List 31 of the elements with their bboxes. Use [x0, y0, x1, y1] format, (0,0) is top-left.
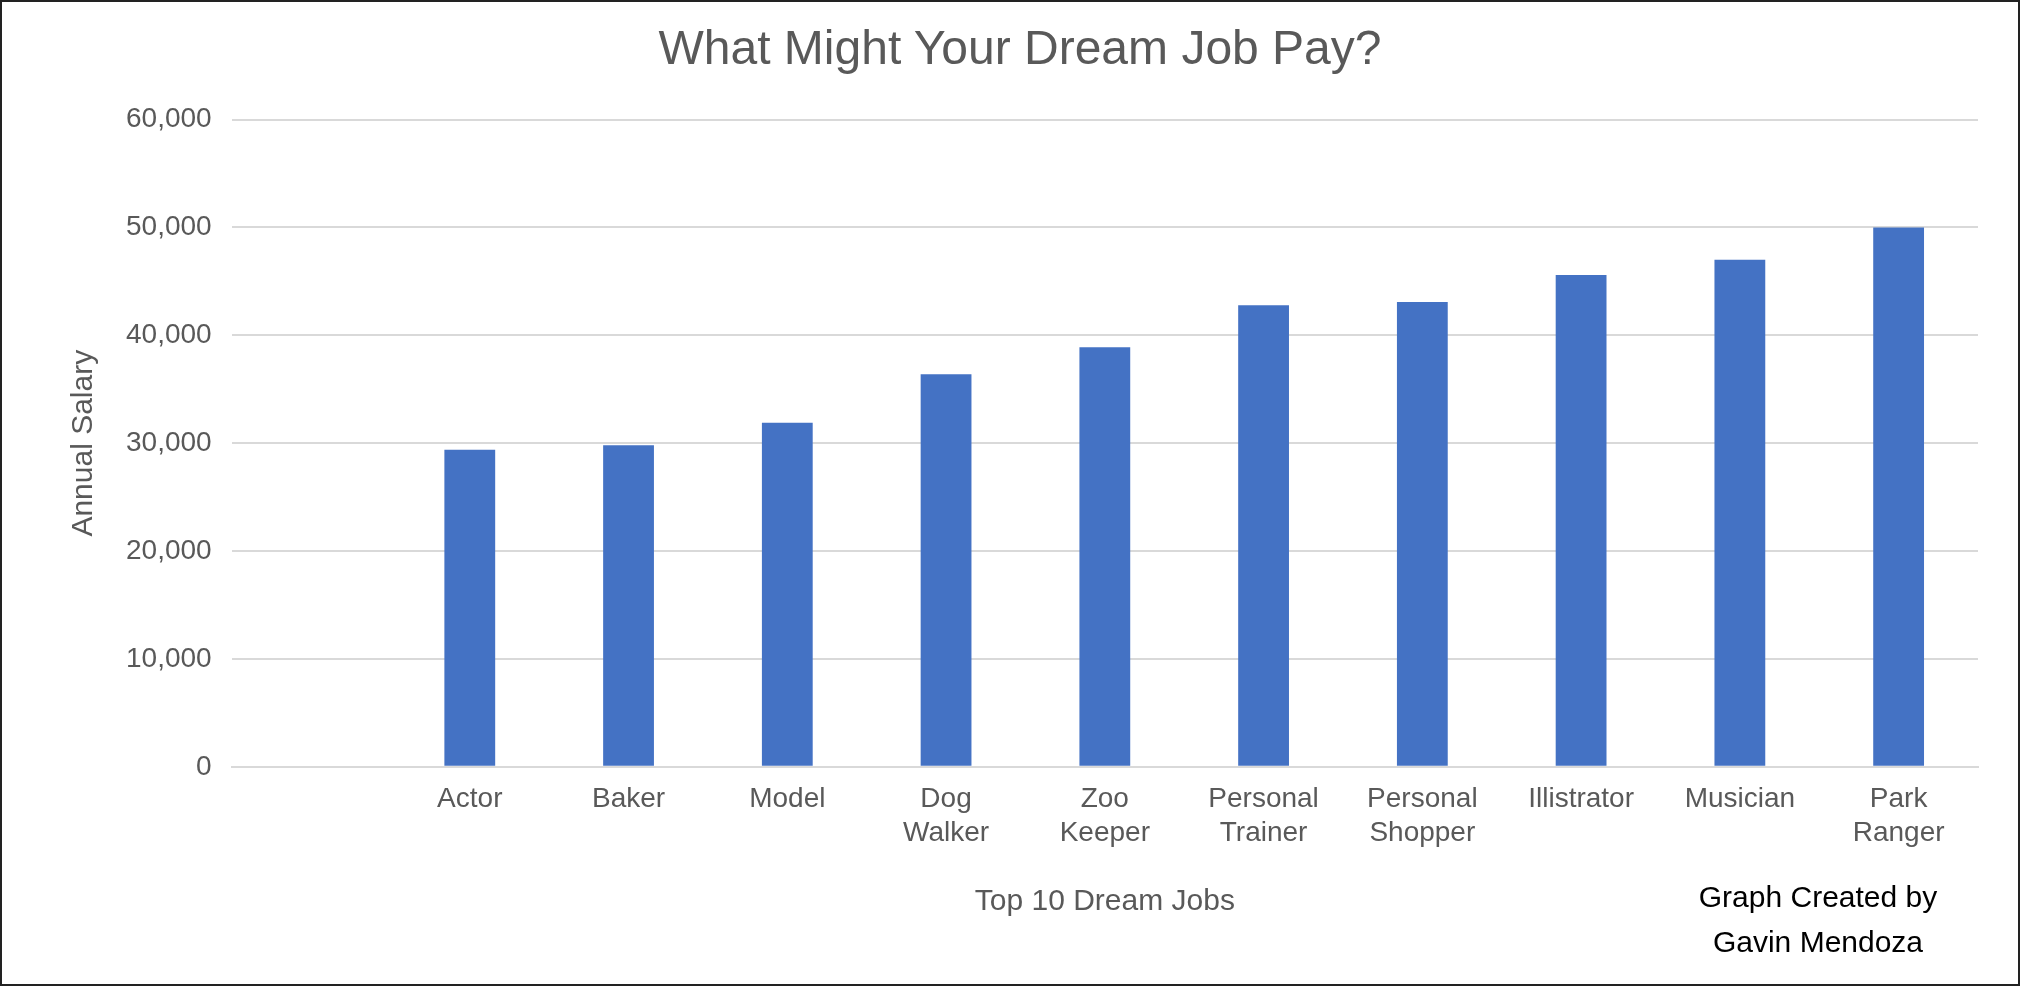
- y-tick-label: 0: [196, 749, 212, 781]
- x-tick-label: Zoo Keeper: [1059, 782, 1150, 847]
- bar: [1714, 259, 1766, 766]
- x-tick-label: Baker: [591, 782, 666, 814]
- y-tick-label: 60,000: [126, 102, 212, 134]
- x-axis-title: Top 10 Dream Jobs: [974, 883, 1235, 917]
- x-tick-label: Personal Shopper: [1367, 782, 1478, 847]
- bar: [1396, 301, 1448, 766]
- x-tick-label: Personal Trainer: [1208, 782, 1319, 847]
- bar: [1555, 274, 1607, 766]
- y-tick-label: 20,000: [126, 533, 212, 565]
- x-tick-label: Park Ranger: [1852, 782, 1945, 847]
- y-tick-label: 50,000: [126, 210, 212, 242]
- bar: [603, 445, 654, 766]
- bar: [444, 449, 496, 766]
- bar: [761, 422, 813, 766]
- bar: [920, 374, 972, 766]
- y-tick-label: 40,000: [126, 318, 212, 350]
- text: Graph Created by Gavin Mendoza: [1697, 879, 1939, 960]
- y-axis-title: Annual Salary: [65, 349, 99, 537]
- x-tick-label: Musician: [1684, 782, 1796, 814]
- x-tick-label: Model: [749, 782, 826, 814]
- y-tick-label: 10,000: [126, 641, 212, 673]
- x-tick-label: Actor: [437, 782, 503, 814]
- x-tick-label: Illistrator: [1528, 782, 1634, 814]
- bar: [1873, 227, 1925, 766]
- chart-title: What Might Your Dream Job Pay?: [658, 21, 1382, 75]
- x-tick-label: Dog Walker: [903, 782, 990, 847]
- bar: [1079, 347, 1131, 766]
- y-tick-label: 30,000: [126, 425, 212, 457]
- bar: [1238, 305, 1289, 766]
